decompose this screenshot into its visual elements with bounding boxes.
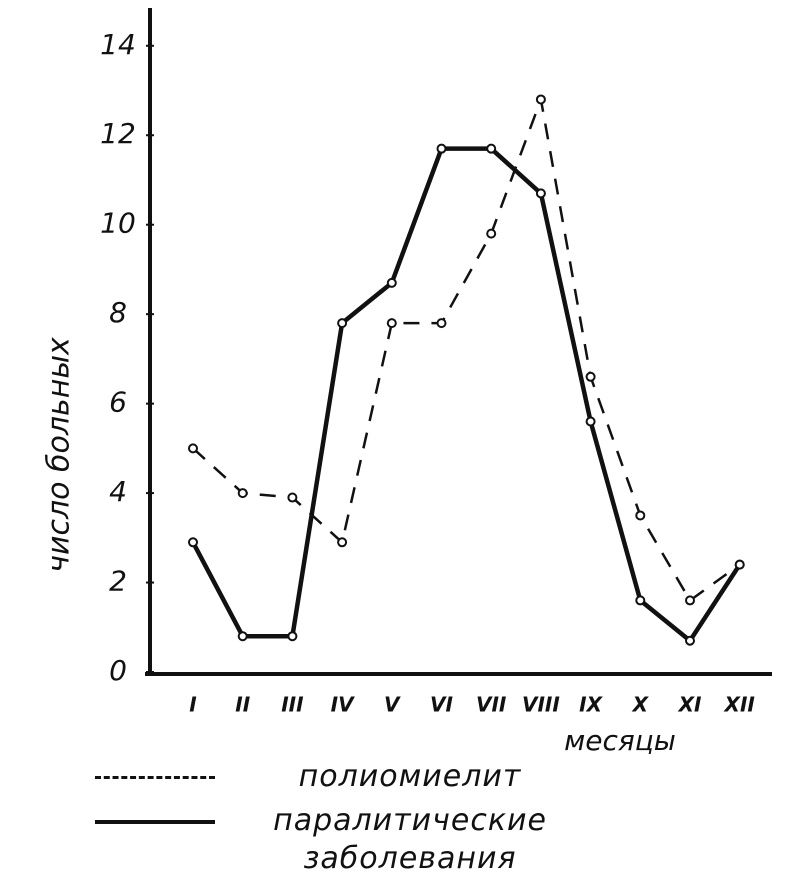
legend-label: полиомиелит — [298, 759, 522, 794]
point — [486, 228, 497, 239]
y-tick-label: 2 — [109, 565, 127, 598]
x-tick-label: V — [384, 693, 401, 717]
x-tick-label: VIII — [522, 693, 560, 717]
point — [535, 94, 546, 105]
point — [287, 492, 298, 503]
y-tick-label: 12 — [100, 117, 136, 150]
legend-swatch — [95, 820, 215, 824]
point — [585, 416, 596, 427]
x-axis-label: месяцы — [564, 724, 676, 757]
x-tick-label: X — [631, 693, 650, 717]
point — [287, 631, 298, 642]
y-tick-label: 10 — [100, 207, 136, 240]
x-tick-label: IV — [331, 693, 355, 717]
point — [237, 488, 248, 499]
point — [635, 510, 646, 521]
point — [237, 631, 248, 642]
y-tick-label: 0 — [109, 654, 127, 687]
point — [585, 371, 596, 382]
x-tick-label: XII — [723, 693, 756, 717]
x-tick-label: VI — [430, 693, 453, 717]
point — [337, 537, 348, 548]
y-axis-label: число больных — [42, 337, 77, 573]
y-tick-label: 8 — [109, 296, 127, 329]
legend-item: паралитические заболевания — [95, 802, 580, 878]
point — [635, 595, 646, 606]
series-line — [191, 146, 742, 643]
series-line — [192, 98, 741, 602]
point — [386, 277, 397, 288]
x-tick-label: III — [281, 693, 304, 717]
legend-item: полиомиелит — [95, 758, 580, 796]
point — [685, 595, 695, 606]
point — [337, 318, 348, 329]
y-tick-label: 4 — [109, 475, 127, 508]
x-tick-label: I — [189, 693, 197, 717]
point — [436, 143, 447, 154]
point — [734, 559, 745, 570]
x-tick-label: VII — [476, 693, 507, 717]
point — [486, 143, 497, 154]
point — [436, 318, 447, 329]
point — [535, 188, 546, 199]
point — [188, 443, 198, 454]
point — [386, 318, 397, 329]
x-tick-label: II — [235, 693, 250, 717]
point — [188, 537, 198, 548]
y-tick-label: 6 — [109, 386, 127, 419]
legend-label: паралитические заболевания — [273, 803, 547, 876]
x-tick-label: IX — [579, 693, 603, 717]
x-tick-label: XI — [677, 693, 702, 717]
legend-swatch — [95, 776, 215, 779]
y-tick-label: 14 — [100, 28, 136, 61]
point — [685, 635, 695, 646]
